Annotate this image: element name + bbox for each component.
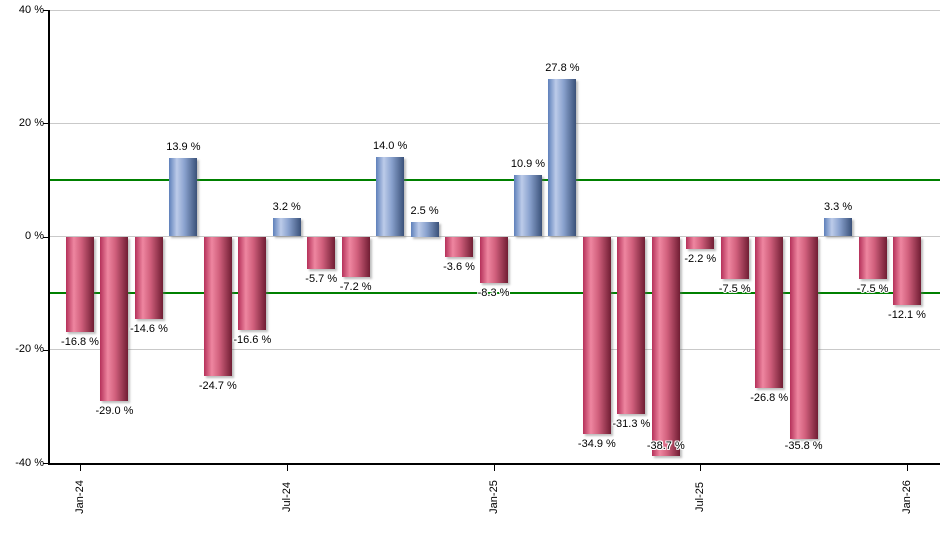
bar-month-0 (66, 236, 94, 332)
x-axis-line (48, 463, 940, 465)
bar-value-label-8: -7.2 % (339, 281, 372, 294)
bar-month-17 (651, 236, 680, 456)
bar-value-label-5: -16.6 % (233, 334, 272, 347)
bar-month-4 (203, 236, 232, 377)
bar-month-5 (238, 236, 267, 331)
reference-line-10 (49, 178, 940, 181)
bar-month-1 (100, 236, 129, 401)
bar-value-label-17: -38.7 % (646, 440, 685, 452)
bar-value-label-20: -26.8 % (750, 392, 789, 405)
bar-value-label-0: -16.8 % (61, 335, 99, 348)
bar-month-22 (824, 217, 853, 237)
bar-value-label-11: -3.6 % (443, 260, 475, 273)
bar-month-16 (617, 236, 646, 414)
x-axis-label-Jan-25: Jan-25 (487, 480, 500, 514)
bar-value-label-16: -31.3 % (612, 417, 651, 430)
bar-value-label-23: -7.5 % (856, 282, 889, 295)
y-axis-label-20: 20 % (18, 116, 44, 129)
bar-month-21 (789, 236, 818, 440)
bar-value-label-15: -34.9 % (577, 438, 616, 451)
bar-value-label-6: 3.2 % (272, 201, 301, 214)
bar-month-2 (134, 236, 163, 320)
x-axis-label-Jul-24: Jul-24 (280, 482, 293, 512)
gridline--20 (49, 349, 940, 351)
bar-month-6 (272, 218, 301, 237)
bar-month-14 (548, 79, 577, 237)
x-tick-Jul-24 (286, 465, 288, 471)
bar-value-label-22: 3.3 % (824, 200, 853, 213)
x-tick-Jan-24 (80, 465, 81, 471)
bar-month-23 (858, 236, 887, 279)
x-tick-Jul-25 (700, 465, 702, 471)
y-tick--20 (43, 349, 49, 351)
y-tick-0 (43, 236, 49, 238)
x-tick-Jan-26 (907, 465, 908, 471)
bar-month-18 (686, 236, 715, 249)
bar-value-label-1: -29.0 % (95, 404, 134, 417)
bar-value-label-7: -5.7 % (305, 272, 338, 285)
x-axis-label-Jan-24: Jan-24 (74, 480, 86, 514)
bar-month-20 (755, 236, 784, 389)
bar-value-label-19: -7.5 % (718, 282, 751, 295)
bar-value-label-13: 10.9 % (510, 157, 546, 170)
y-axis-line (48, 10, 50, 465)
y-axis-label--20: -20 % (15, 343, 44, 356)
bar-value-label-4: -24.7 % (198, 380, 237, 393)
bar-value-label-3: 13.9 % (166, 140, 201, 153)
y-axis-label-40: 40 % (18, 3, 44, 16)
bar-month-19 (720, 236, 749, 279)
bar-value-label-18: -2.2 % (684, 252, 717, 265)
bar-value-label-2: -14.6 % (129, 323, 168, 336)
bar-month-24 (893, 236, 921, 306)
bar-value-label-9: 14.0 % (373, 140, 408, 153)
reference-line--10 (49, 292, 940, 295)
bar-value-label-10: 2.5 % (410, 205, 439, 218)
gridline-20 (49, 122, 940, 124)
y-axis-label--40: -40 % (15, 456, 44, 469)
y-tick-20 (43, 123, 49, 125)
bar-value-label-24: -12.1 % (888, 309, 926, 322)
bar-month-3 (169, 157, 198, 237)
bar-month-15 (582, 236, 611, 435)
x-axis-label-Jan-26: Jan-26 (901, 480, 913, 514)
x-tick-Jan-25 (493, 465, 495, 471)
gridline-40 (49, 9, 940, 11)
bar-month-13 (513, 174, 542, 237)
x-axis-label-Jul-25: Jul-25 (694, 482, 707, 512)
y-tick--40 (43, 463, 49, 464)
bar-value-label-12: -8.3 % (477, 287, 510, 300)
bar-month-9 (376, 157, 405, 237)
bar-month-7 (307, 236, 336, 269)
y-axis-label-0: 0 % (25, 230, 44, 242)
bar-month-10 (410, 222, 439, 237)
bar-value-label-14: 27.8 % (545, 62, 580, 75)
bar-month-11 (445, 236, 474, 257)
bar-value-label-21: -35.8 % (784, 440, 823, 452)
bar-month-12 (479, 236, 508, 284)
y-tick-40 (43, 10, 49, 11)
bar-month-8 (341, 236, 370, 278)
